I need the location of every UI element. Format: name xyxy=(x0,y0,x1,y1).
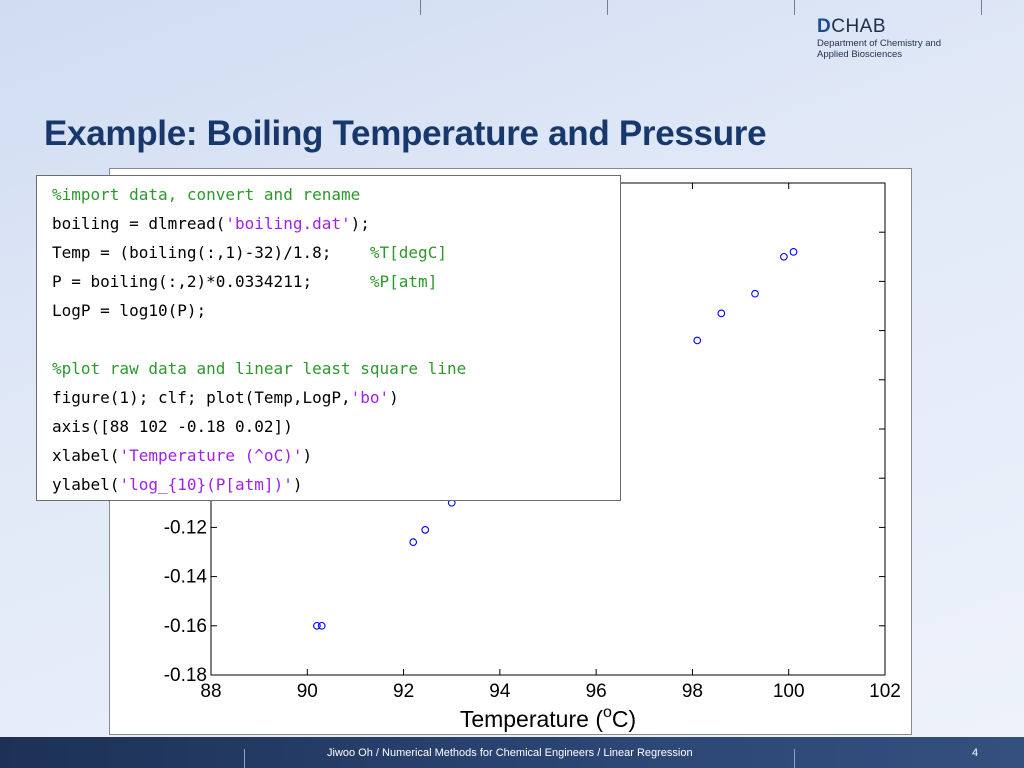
code-line: LogP = log10(P); xyxy=(52,296,620,325)
data-point xyxy=(751,289,759,298)
code-text: xlabel( xyxy=(52,446,120,465)
code-text: ); xyxy=(350,214,370,233)
code-comment: %plot raw data and linear least square l… xyxy=(52,359,467,378)
code-line: P = boiling(:,2)*0.0334211; %P[atm] xyxy=(52,267,620,296)
x-tick-label: 96 xyxy=(586,681,607,702)
footer-divider-1 xyxy=(244,749,245,768)
x-axis-label-tail: C) xyxy=(612,706,636,732)
code-string: 'boiling.dat' xyxy=(225,214,351,233)
x-tick-label: 94 xyxy=(489,681,511,702)
x-tick-label: 98 xyxy=(682,681,703,702)
code-line: xlabel('Temperature (^oC)') xyxy=(52,441,620,470)
x-axis-label-main: Temperature ( xyxy=(460,706,604,732)
code-text: P = boiling(:,2)*0.0334211; xyxy=(52,272,370,291)
dchab-logo: DCHAB Department of Chemistry and Applie… xyxy=(817,16,941,60)
logo-text: CHAB xyxy=(831,16,887,37)
x-axis-label: Temperature (oC) xyxy=(460,704,636,732)
code-text: figure(1); clf; plot(Temp,LogP, xyxy=(52,388,351,407)
data-point xyxy=(789,248,798,256)
data-point xyxy=(693,336,702,345)
slide-title: Example: Boiling Temperature and Pressur… xyxy=(44,114,767,153)
code-text: ) xyxy=(389,388,399,407)
code-line: %plot raw data and linear least square l… xyxy=(52,354,620,383)
code-text: ) xyxy=(302,446,313,465)
code-line xyxy=(52,325,620,354)
logo-letter-d: D xyxy=(817,16,832,37)
footer-bar: Jiwoo Oh / Numerical Methods for Chemica… xyxy=(0,737,1024,768)
code-text: ylabel( xyxy=(52,475,120,494)
footer-text: Jiwoo Oh / Numerical Methods for Chemica… xyxy=(327,747,693,759)
data-point xyxy=(317,621,326,630)
x-tick-label: 100 xyxy=(773,681,805,702)
y-tick-label: -0.14 xyxy=(164,567,208,588)
x-tick-label: 88 xyxy=(200,681,221,702)
logo-subtitle-1: Department of Chemistry and xyxy=(817,38,942,49)
top-divider-4 xyxy=(981,0,982,15)
logo-mark: DCHAB xyxy=(817,16,941,38)
code-comment: %import data, convert and rename xyxy=(52,185,361,204)
x-tick-label: 90 xyxy=(297,681,318,702)
code-line: axis([88 102 -0.18 0.02]) xyxy=(52,412,620,441)
top-divider-2 xyxy=(607,0,608,15)
y-tick-label: -0.16 xyxy=(164,616,207,637)
x-tick-label: 102 xyxy=(869,681,901,702)
data-point xyxy=(780,252,788,261)
logo-subtitle-2: Applied Biosciences xyxy=(817,49,903,60)
code-text: Temp = (boiling(:,1)-32)/1.8; xyxy=(52,243,370,262)
code-line: Temp = (boiling(:,1)-32)/1.8; %T[degC] xyxy=(52,238,620,267)
top-divider-3 xyxy=(794,0,795,15)
code-text: LogP = log10(P); xyxy=(52,301,207,320)
y-tick-label: -0.12 xyxy=(164,517,207,538)
code-comment: %T[degC] xyxy=(369,243,447,262)
data-point xyxy=(313,621,321,630)
code-comment: %P[atm] xyxy=(369,272,438,291)
code-line: boiling = dlmread('boiling.dat'); xyxy=(52,209,620,238)
code-line: %import data, convert and rename xyxy=(52,180,620,209)
top-divider-1 xyxy=(420,0,421,15)
code-string: 'log_{10}(P[atm])' xyxy=(119,475,293,494)
data-point xyxy=(409,538,418,547)
footer-divider-2 xyxy=(794,749,795,768)
code-text: ) xyxy=(292,475,303,494)
code-line: ylabel('log_{10}(P[atm])') xyxy=(52,470,620,499)
code-text: axis([88 102 -0.18 0.02]) xyxy=(52,417,293,436)
x-axis-label-superscript: o xyxy=(603,704,612,721)
code-string: 'Temperature (^oC)' xyxy=(119,446,303,465)
code-line: figure(1); clf; plot(Temp,LogP,'bo') xyxy=(52,383,620,412)
page-number: 4 xyxy=(972,747,979,759)
data-point xyxy=(421,526,430,534)
matlab-code-block: %import data, convert and rename boiling … xyxy=(36,175,621,501)
x-tick-label: 92 xyxy=(393,681,414,702)
y-tick-label: -0.18 xyxy=(164,665,207,686)
code-text: boiling = dlmread( xyxy=(52,214,226,233)
data-point xyxy=(717,309,726,318)
code-string: 'bo' xyxy=(350,388,390,407)
